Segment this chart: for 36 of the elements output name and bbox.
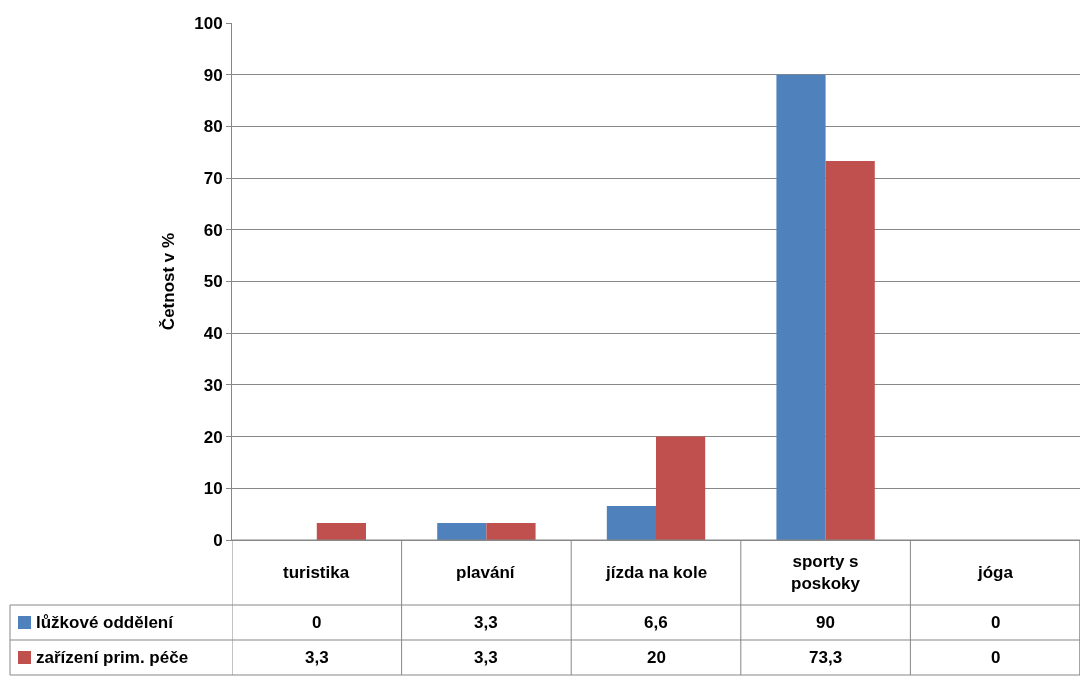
y-tick-label: 70 [203,169,223,189]
bar [437,522,487,540]
y-tick-label: 60 [203,220,223,240]
y-tick-label: 40 [203,324,223,344]
data-label: 6,6 [644,613,668,632]
data-label: 73,3 [809,648,843,667]
data-label: 0 [312,613,322,632]
x-tick-label: jízda na kole [605,563,708,582]
bar [316,522,366,540]
bar [486,522,536,540]
bar [606,505,656,540]
x-tick-label: jóga [977,563,1014,582]
y-tick-label: 90 [203,65,223,85]
y-axis-title: Četnost v % [158,232,178,331]
x-tick-label: turistika [283,563,350,582]
legend-label: lůžkové oddělení [36,613,175,632]
data-label: 3,3 [474,613,498,632]
bar [776,74,826,540]
y-tick-label: 80 [203,117,223,137]
y-tick-label: 0 [213,530,223,550]
x-tick-label: sporty s poskoky [791,552,861,594]
bar [825,161,875,540]
data-label: 0 [991,648,1001,667]
data-label: 20 [647,648,666,667]
data-label: 3,3 [474,648,498,667]
y-tick-label: 50 [203,272,223,292]
data-label: 0 [991,613,1001,632]
x-tick-label: plavání [456,563,516,582]
y-tick-label: 20 [203,427,223,447]
legend-label: zařízení prim. péče [36,648,189,667]
y-tick-label: 100 [194,13,223,33]
data-label: 3,3 [305,648,329,667]
y-tick-label: 10 [203,479,223,499]
bar [656,436,706,540]
y-tick-label: 30 [203,375,223,395]
data-label: 90 [816,613,835,632]
